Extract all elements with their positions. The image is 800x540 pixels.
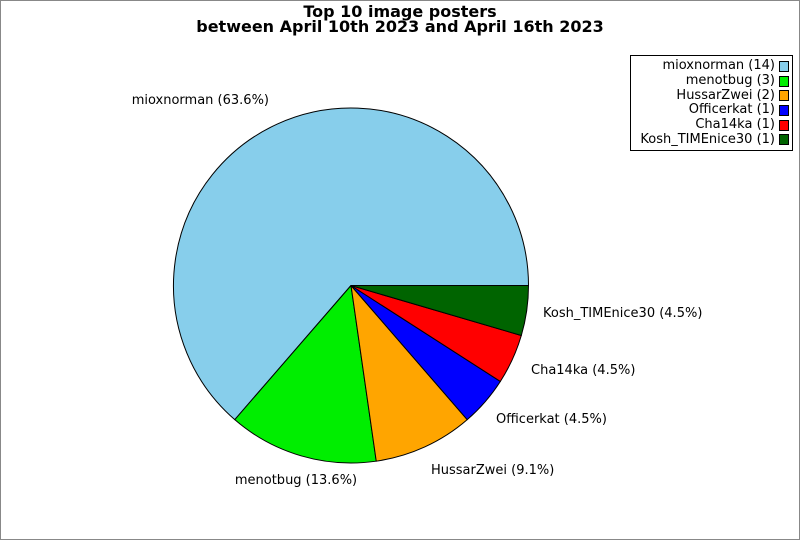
legend-item-label: Cha14ka (1) [695, 117, 775, 133]
slice-callout-label-Cha14ka: Cha14ka (4.5%) [531, 363, 636, 378]
legend-item-Cha14ka: Cha14ka (1) [633, 118, 789, 133]
slice-callout-label-menotbug: menotbug (13.6%) [234, 473, 358, 488]
legend-item-Kosh_TIMEnice30: Kosh_TIMEnice30 (1) [633, 132, 789, 147]
chart-title: Top 10 image posters between April 10th … [1, 2, 799, 36]
legend-item-HussarZwei: HussarZwei (2) [633, 88, 789, 103]
legend-swatch [779, 104, 789, 116]
pie-slice-menotbug [234, 285, 377, 464]
legend-item-label: mioxnorman (14) [662, 58, 775, 74]
slice-callout-label-mioxnorman: mioxnorman (63.6%) [131, 93, 269, 108]
slice-callout-label-Kosh_TIMEnice30: Kosh_TIMEnice30 (4.5%) [543, 306, 703, 321]
chart-title-line1: Top 10 image posters [303, 2, 497, 21]
slice-callout-label-HussarZwei: HussarZwei (9.1%) [431, 463, 555, 478]
legend-swatch [779, 60, 789, 72]
legend-swatch [779, 75, 789, 87]
legend-swatch [779, 90, 789, 102]
legend-item-mioxnorman: mioxnorman (14) [633, 59, 789, 74]
legend-item-label: Officerkat (1) [688, 102, 775, 118]
chart-title-line2: between April 10th 2023 and April 16th 2… [196, 17, 604, 36]
legend-item-label: HussarZwei (2) [676, 87, 775, 103]
pie-slice-HussarZwei [350, 285, 468, 462]
legend-item-Officerkat: Officerkat (1) [633, 103, 789, 118]
pie-slice-mioxnorman [173, 107, 529, 421]
legend-swatch [779, 134, 789, 146]
legend-item-label: menotbug (3) [685, 73, 775, 88]
legend-swatch [779, 119, 789, 131]
legend: mioxnorman (14) menotbug (3) HussarZwei (2… [630, 55, 793, 151]
slice-callout-label-Officerkat: Officerkat (4.5%) [496, 412, 607, 427]
legend-item-label: Kosh_TIMEnice30 (1) [640, 131, 775, 147]
legend-item-menotbug: menotbug (3) [633, 74, 789, 89]
pie-slice-Kosh_TIMEnice30 [350, 285, 529, 337]
